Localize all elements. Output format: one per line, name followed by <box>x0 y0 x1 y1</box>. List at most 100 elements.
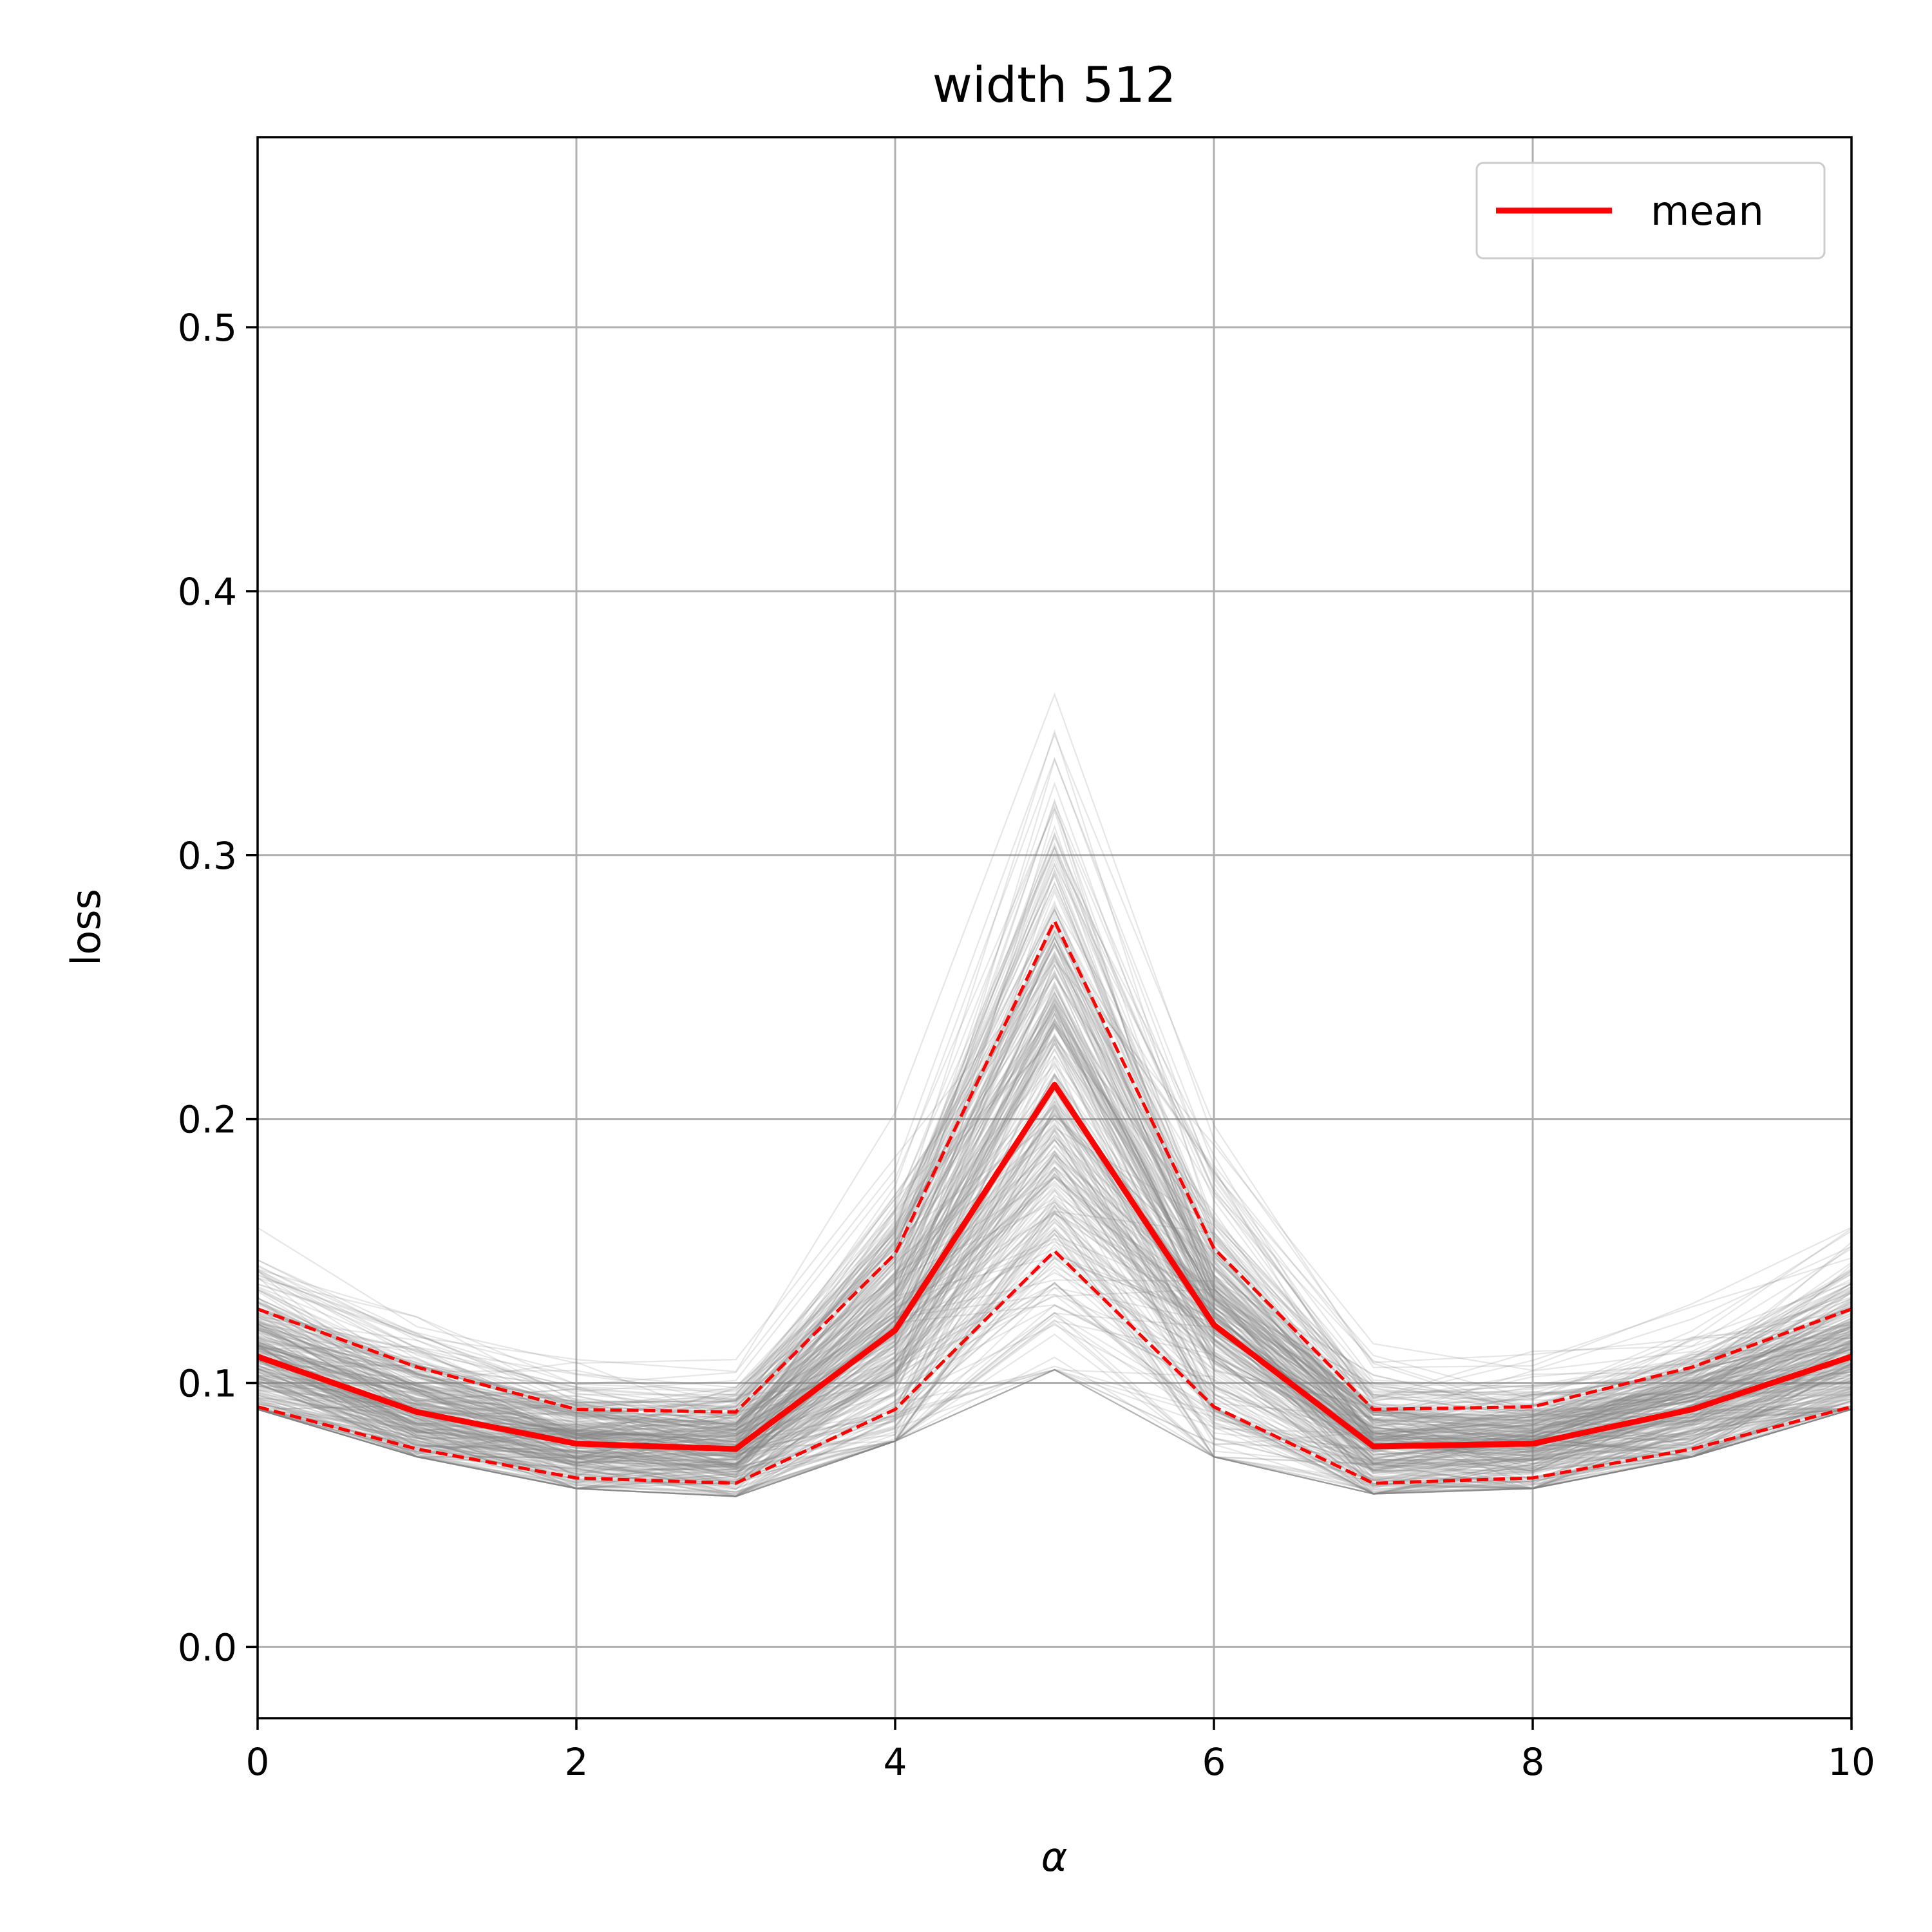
run-line-34 <box>257 1368 1852 1497</box>
run-line-89 <box>257 1035 1852 1446</box>
run-line-152 <box>257 842 1852 1435</box>
run-line-236 <box>257 1210 1852 1472</box>
run-line-284 <box>257 900 1852 1433</box>
run-line-258 <box>257 912 1852 1432</box>
run-line-90 <box>257 969 1852 1432</box>
run-line-245 <box>257 936 1852 1450</box>
run-line-139 <box>257 997 1852 1455</box>
run-line-196 <box>257 1021 1852 1437</box>
run-line-192 <box>257 1211 1852 1481</box>
run-line-75 <box>257 1018 1852 1468</box>
run-line-250 <box>257 808 1852 1436</box>
run-line-35 <box>257 1074 1852 1457</box>
run-line-138 <box>257 832 1852 1440</box>
x-tick-label-5: 10 <box>1828 1740 1875 1784</box>
x-axis-ticks: 0 2 4 6 8 10 <box>246 1718 1875 1784</box>
run-line-280 <box>257 1106 1852 1473</box>
run-line-119 <box>257 1368 1852 1497</box>
run-line-51 <box>257 1002 1852 1443</box>
y-axis-label: loss <box>62 889 109 966</box>
run-line-40 <box>257 1319 1852 1495</box>
run-line-15 <box>257 1129 1852 1488</box>
run-line-60 <box>257 1005 1852 1421</box>
run-line-71 <box>257 1091 1852 1465</box>
run-line-240 <box>257 1021 1852 1464</box>
x-axis-label: α <box>1041 1833 1068 1880</box>
run-line-102 <box>257 1144 1852 1468</box>
run-line-67 <box>257 984 1852 1452</box>
plot-frame <box>256 136 1853 1719</box>
legend-box <box>1475 162 1826 260</box>
run-line-125 <box>257 1108 1852 1460</box>
run-line-259 <box>257 1023 1852 1497</box>
run-line-227 <box>257 882 1852 1399</box>
series-line-upper-band <box>257 919 1852 1414</box>
run-line-56 <box>257 1063 1852 1415</box>
run-line-158 <box>257 1282 1852 1490</box>
run-line-241 <box>257 1218 1852 1486</box>
y-axis-ticks: 0.0 0.1 0.2 0.3 0.4 0.5 <box>178 306 258 1669</box>
run-line-1 <box>257 1243 1852 1493</box>
run-line-147 <box>257 1220 1852 1495</box>
run-line-283 <box>257 1101 1852 1486</box>
run-line-128 <box>257 974 1852 1417</box>
run-line-2 <box>257 886 1852 1439</box>
run-line-154 <box>257 806 1852 1412</box>
run-line-230 <box>257 757 1852 1427</box>
run-line-190 <box>257 1026 1852 1463</box>
run-line-242 <box>257 1043 1852 1445</box>
run-line-188 <box>257 1153 1852 1469</box>
run-line-274 <box>257 929 1852 1417</box>
run-line-234 <box>257 1126 1852 1482</box>
run-line-48 <box>257 976 1852 1433</box>
run-line-282 <box>257 1282 1852 1497</box>
run-line-59 <box>257 1114 1852 1425</box>
chart-title: width 512 <box>933 56 1177 113</box>
run-line-55 <box>257 1046 1852 1483</box>
run-line-30 <box>257 1128 1852 1490</box>
run-line-84 <box>257 1072 1852 1473</box>
run-line-275 <box>257 1217 1852 1495</box>
run-line-296 <box>257 1175 1852 1477</box>
run-line-289 <box>257 1117 1852 1477</box>
run-line-26 <box>257 1365 1852 1497</box>
x-tick-label-0: 0 <box>246 1740 270 1784</box>
run-line-248 <box>257 1012 1852 1437</box>
run-line-163 <box>257 960 1852 1372</box>
run-line-198 <box>257 1042 1852 1475</box>
run-line-239 <box>257 798 1852 1438</box>
run-line-214 <box>257 1240 1852 1461</box>
run-line-285 <box>257 999 1852 1459</box>
run-line-292 <box>257 824 1852 1448</box>
run-line-213 <box>257 1211 1852 1497</box>
run-line-5 <box>257 952 1852 1446</box>
run-line-69 <box>257 946 1852 1448</box>
run-line-286 <box>257 972 1852 1438</box>
run-line-235 <box>257 1187 1852 1454</box>
run-line-103 <box>257 1205 1852 1485</box>
x-tick-label-4: 8 <box>1521 1740 1545 1784</box>
run-line-3 <box>257 1150 1852 1469</box>
run-line-129 <box>257 907 1852 1444</box>
run-line-267 <box>257 1322 1852 1495</box>
run-line-24 <box>257 1006 1852 1432</box>
run-line-33 <box>257 990 1852 1461</box>
run-line-209 <box>257 1272 1852 1495</box>
run-line-14 <box>257 909 1852 1418</box>
run-line-291 <box>257 1213 1852 1462</box>
run-line-91 <box>257 1130 1852 1482</box>
run-line-299 <box>257 1368 1852 1490</box>
run-line-172 <box>257 1012 1852 1439</box>
run-line-111 <box>257 1115 1852 1454</box>
run-line-294 <box>257 1208 1852 1460</box>
run-line-58 <box>257 1184 1852 1466</box>
run-line-9 <box>257 1001 1852 1453</box>
run-line-137 <box>257 1368 1852 1497</box>
run-line-92 <box>257 1056 1852 1490</box>
run-line-219 <box>257 1188 1852 1490</box>
run-line-39 <box>257 958 1852 1475</box>
run-line-201 <box>257 692 1852 1373</box>
run-line-195 <box>257 800 1852 1428</box>
run-line-79 <box>257 1089 1852 1464</box>
run-line-170 <box>257 873 1852 1444</box>
